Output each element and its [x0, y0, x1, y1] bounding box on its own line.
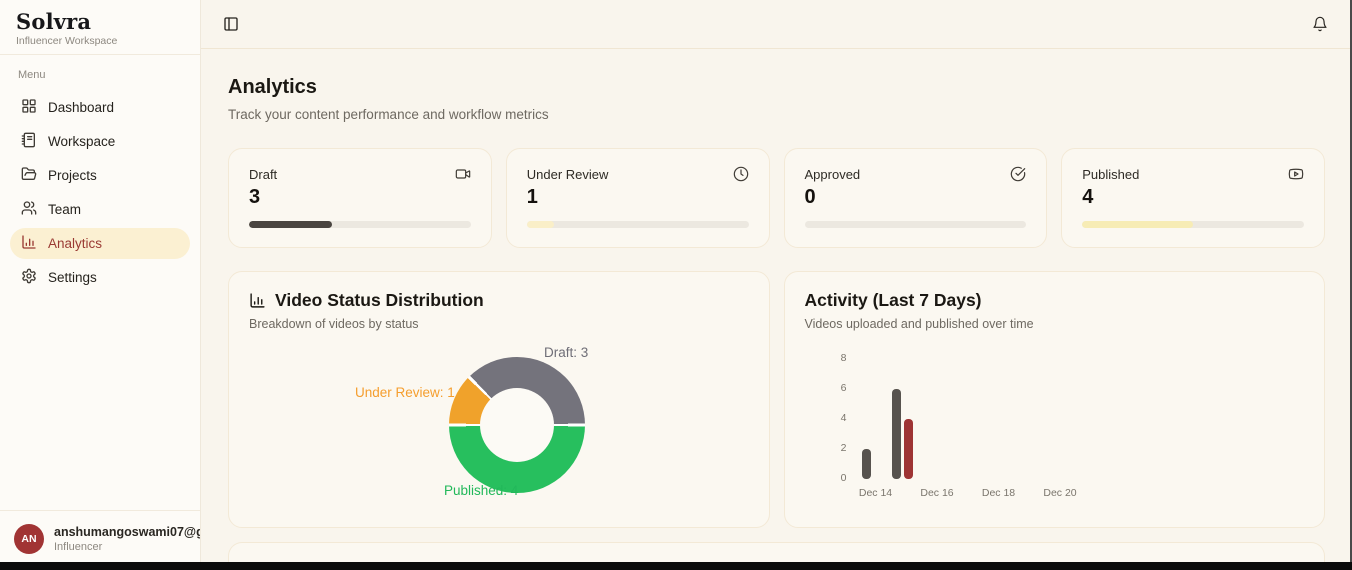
user-profile[interactable]: AN anshumangoswami07@g... Influencer [0, 510, 200, 570]
notifications-button[interactable] [1312, 16, 1328, 32]
chart-subtitle: Videos uploaded and published over time [804, 317, 1034, 331]
topbar [201, 0, 1352, 49]
panel-left-icon [224, 17, 238, 31]
window-bottom-border [0, 562, 1352, 570]
stat-card-under-review: Under Review 1 [505, 148, 770, 248]
x-axis-tick: Dec 14 [858, 487, 893, 499]
nav-section-label: Menu [18, 69, 46, 81]
bar-uploaded [861, 449, 871, 479]
brand-name: Solvra [16, 9, 92, 34]
progress-fill [249, 221, 333, 228]
stat-value: 1 [526, 186, 538, 208]
chart-title: Video Status Distribution [275, 290, 484, 310]
stat-value: 0 [804, 186, 816, 208]
sidebar-toggle-button[interactable] [223, 16, 239, 32]
gear-icon [21, 268, 37, 287]
sidebar-item-workspace[interactable]: Workspace [10, 126, 190, 157]
bar-chart-icon [21, 234, 37, 253]
brand-tagline: Influencer Workspace [16, 35, 118, 47]
user-role: Influencer [54, 541, 103, 553]
chart-title: Activity (Last 7 Days) [804, 290, 982, 310]
stat-value: 4 [1082, 186, 1094, 208]
sidebar-item-analytics[interactable]: Analytics [10, 228, 190, 259]
donut-label-under-review: Under Review: 1 [355, 385, 455, 400]
y-axis-tick: 0 [840, 472, 847, 484]
brand-block: Solvra Influencer Workspace [0, 0, 200, 55]
bar-published [904, 419, 914, 479]
donut-ring [449, 357, 585, 493]
stat-card-approved: Approved 0 [783, 148, 1048, 248]
activity-bar-chart: 0 2 4 6 8 Dec 14 Dec 16 Dec 18 Dec 20 [805, 347, 1305, 512]
charts-row: Video Status Distribution Breakdown of v… [228, 271, 1325, 528]
dashboard-grid-icon [21, 98, 37, 117]
stat-card-published: Published 4 [1061, 148, 1325, 248]
stat-label: Published [1082, 166, 1140, 182]
progress-track [526, 221, 749, 228]
y-axis-tick: 6 [840, 382, 847, 394]
sidebar-item-label: Team [48, 202, 82, 217]
video-camera-icon [455, 169, 471, 179]
video-status-card: Video Status Distribution Breakdown of v… [228, 271, 770, 528]
stat-label: Approved [804, 166, 861, 182]
sidebar-item-label: Settings [48, 270, 97, 285]
check-circle-icon [1011, 166, 1026, 182]
sidebar-item-label: Analytics [48, 236, 103, 251]
stats-row: Draft 3 Under Review 1 [228, 148, 1325, 248]
donut-chart: Draft: 3 Under Review: 1 Published: 4 [249, 331, 749, 521]
bell-icon [1313, 16, 1327, 32]
x-axis-tick: Dec 18 [981, 487, 1016, 499]
bar-uploaded [892, 389, 902, 479]
sidebar-nav: Menu Dashboard Workspace Projects Team [0, 55, 200, 510]
page-title: Analytics [228, 76, 317, 98]
sidebar: Solvra Influencer Workspace Menu Dashboa… [0, 0, 201, 570]
folder-icon [21, 166, 37, 185]
activity-card: Activity (Last 7 Days) Videos uploaded a… [783, 271, 1325, 528]
stat-value: 3 [249, 186, 261, 208]
progress-track [249, 221, 471, 228]
sidebar-item-label: Projects [48, 168, 97, 183]
play-square-icon [1288, 168, 1304, 180]
y-axis-tick: 2 [840, 442, 847, 454]
sidebar-item-settings[interactable]: Settings [10, 262, 190, 293]
stat-label: Under Review [526, 166, 609, 182]
progress-track [1082, 221, 1304, 228]
donut-label-draft: Draft: 3 [544, 345, 589, 360]
donut-hole [480, 388, 554, 462]
notebook-icon [21, 132, 37, 151]
page-subtitle: Track your content performance and workf… [228, 107, 549, 122]
progress-fill [1082, 221, 1194, 228]
x-axis-tick: Dec 20 [1043, 487, 1077, 499]
x-axis-tick: Dec 16 [920, 487, 954, 499]
progress-track [804, 221, 1027, 228]
content: Analytics Track your content performance… [201, 49, 1352, 570]
bar-chart-icon [250, 293, 265, 308]
stat-card-draft: Draft 3 [228, 148, 492, 248]
sidebar-item-label: Dashboard [48, 100, 115, 115]
sidebar-item-projects[interactable]: Projects [10, 160, 190, 191]
chart-subtitle: Breakdown of videos by status [249, 317, 419, 331]
progress-fill [526, 221, 555, 228]
y-axis-tick: 4 [840, 412, 847, 424]
window-right-border [1350, 0, 1352, 570]
users-icon [21, 200, 37, 219]
sidebar-item-label: Workspace [48, 134, 116, 149]
sidebar-item-team[interactable]: Team [10, 194, 190, 225]
clock-icon [733, 166, 748, 182]
donut-label-published: Published: 4 [444, 483, 519, 498]
sidebar-item-dashboard[interactable]: Dashboard [10, 92, 190, 123]
y-axis-tick: 8 [840, 352, 847, 364]
stat-label: Draft [249, 166, 278, 182]
main-area: Analytics Track your content performance… [201, 0, 1352, 570]
user-email: anshumangoswami07@g... [54, 525, 200, 539]
avatar: AN [14, 524, 44, 554]
